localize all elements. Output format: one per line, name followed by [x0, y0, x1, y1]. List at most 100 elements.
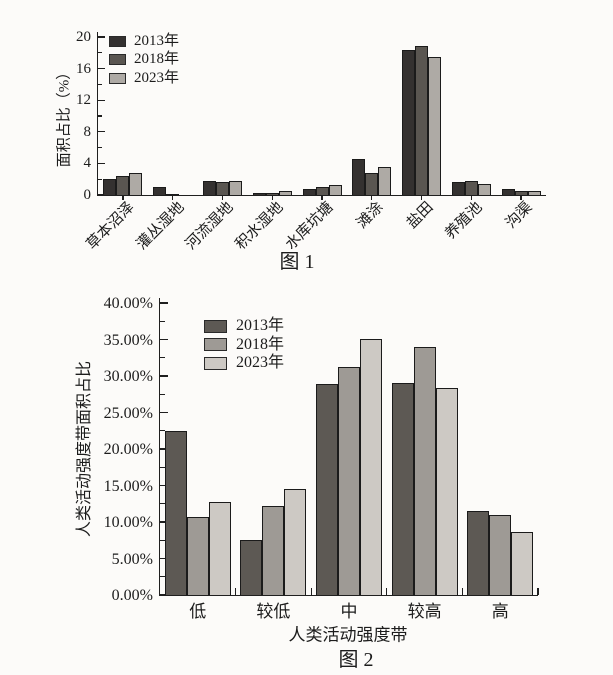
- x-tick: [310, 588, 312, 595]
- y-major-tick: [160, 484, 168, 487]
- x-tick: [470, 196, 473, 200]
- y-tick-label: 0: [83, 187, 92, 203]
- y-minor-tick: [98, 178, 102, 180]
- bar-2018年-中: [338, 366, 360, 595]
- y-minor-tick: [98, 83, 102, 86]
- y-major-tick: [160, 448, 168, 450]
- legend-item-2013年: 2013年: [109, 32, 179, 51]
- y-minor-tick: [160, 466, 165, 468]
- bar-2013年-养殖池: [451, 182, 465, 195]
- y-minor-tick: [160, 393, 165, 395]
- bar-2018年-养殖池: [464, 180, 478, 195]
- legend-swatch-icon: [109, 54, 126, 66]
- y-major-tick: [98, 131, 105, 133]
- bar-2013年-水库坑塘: [302, 188, 316, 195]
- bar-2018年-河流湿地: [215, 181, 229, 195]
- bar-2013年-灌丛湿地: [153, 187, 167, 195]
- y-tick-label: 0.00%: [111, 587, 153, 604]
- y-tick-label: 4: [83, 155, 92, 172]
- legend-label: 2013年: [134, 32, 180, 49]
- y-major-tick: [98, 162, 105, 165]
- x-tick: [537, 588, 539, 595]
- y-minor-tick: [160, 576, 165, 578]
- x-category-label: 草本沼泽: [83, 199, 138, 254]
- y-minor-tick: [160, 539, 165, 541]
- bar-2023年-沟渠: [527, 190, 541, 195]
- y-major-tick: [160, 338, 168, 341]
- y-tick-label: 40.00%: [103, 295, 153, 312]
- y-minor-tick: [98, 115, 102, 117]
- figure2-x-axis-title: 人类活动强度带: [288, 625, 408, 645]
- bar-2023年-盐田: [428, 56, 442, 195]
- y-major-tick: [98, 67, 105, 70]
- y-minor-tick: [160, 503, 165, 505]
- x-category-label: 沟渠: [503, 199, 536, 232]
- x-tick: [386, 588, 388, 595]
- bar-2018年-灌丛湿地: [166, 194, 180, 195]
- x-tick: [371, 196, 373, 200]
- bar-2018年-盐田: [415, 45, 429, 195]
- bar-2013年-低: [164, 430, 187, 595]
- bar-2013年-河流湿地: [202, 180, 216, 195]
- figure2-plot-area: 0.00% 5.00% 10.00% 15.00% 20.00% 25.00% 30.00%…: [104, 296, 539, 620]
- y-minor-tick: [98, 146, 102, 149]
- bar-2023年-积水湿地: [278, 191, 292, 195]
- bar-2023年-较低: [284, 489, 307, 595]
- legend-label: 2013年: [236, 317, 285, 335]
- y-tick-label: 20.00%: [103, 441, 153, 458]
- bar-2013年-草本沼泽: [103, 179, 117, 195]
- y-tick-label: 5.00%: [111, 550, 153, 568]
- legend: 2013年 2018年 2023年: [109, 32, 179, 88]
- y-tick-label: 10.00%: [103, 514, 153, 531]
- x-tick: [234, 588, 237, 595]
- x-category-label: 积水湿地: [233, 199, 287, 254]
- bar-2013年-沟渠: [501, 189, 515, 195]
- bar-2023年-中: [360, 338, 382, 595]
- bar-2013年-高: [467, 511, 490, 595]
- y-tick-label: 8: [83, 123, 92, 140]
- x-tick: [171, 196, 174, 200]
- x-tick: [420, 196, 423, 200]
- bar-2023年-滩涂: [378, 166, 392, 195]
- legend-swatch-icon: [109, 72, 126, 84]
- y-minor-tick: [98, 52, 102, 54]
- y-tick-label: 12: [76, 92, 91, 109]
- figure2-caption: 图 2: [338, 649, 374, 671]
- figure1-caption: 图 1: [279, 251, 315, 273]
- bar-2018年-水库坑塘: [315, 187, 329, 195]
- y-major-tick: [160, 521, 168, 523]
- y-major-tick: [160, 302, 168, 304]
- y-major-tick: [160, 375, 168, 377]
- legend-item-2023年: 2023年: [109, 69, 179, 88]
- y-tick-label: 25.00%: [103, 404, 153, 422]
- bar-2013年-中: [316, 384, 338, 595]
- x-tick: [271, 196, 273, 200]
- legend-item-2013年: 2013年: [204, 317, 284, 336]
- bar-2013年-滩涂: [352, 159, 366, 195]
- y-tick-label: 20: [76, 29, 91, 45]
- legend-item-2018年: 2018年: [109, 51, 179, 70]
- figure1-y-axis-title: 面积占比（%）: [56, 64, 73, 168]
- bar-2023年-低: [208, 501, 231, 595]
- legend-item-2023年: 2023年: [204, 354, 284, 373]
- y-major-tick: [98, 194, 105, 196]
- x-category-label: 高: [491, 602, 509, 621]
- legend-swatch-icon: [109, 35, 126, 47]
- legend-label: 2018年: [236, 335, 285, 353]
- bar-2023年-养殖池: [477, 183, 491, 195]
- x-tick: [221, 196, 224, 200]
- y-tick-label: 16: [76, 60, 91, 77]
- x-tick: [321, 196, 323, 200]
- x-category-label: 河流湿地: [183, 199, 238, 254]
- legend-swatch-icon: [204, 356, 227, 370]
- legend-item-2018年: 2018年: [204, 336, 284, 355]
- y-major-tick: [160, 557, 168, 560]
- x-tick: [520, 196, 522, 200]
- bar-2023年-河流湿地: [228, 180, 242, 195]
- x-tick: [122, 196, 124, 200]
- y-minor-tick: [160, 357, 165, 359]
- x-category-label: 养殖池: [442, 199, 486, 243]
- bar-2018年-滩涂: [365, 172, 379, 195]
- legend-label: 2018年: [134, 51, 180, 68]
